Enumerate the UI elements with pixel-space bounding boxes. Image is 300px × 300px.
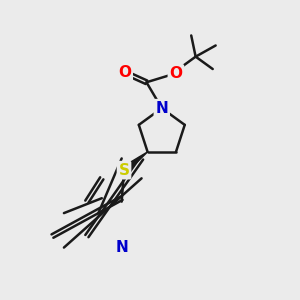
Polygon shape bbox=[122, 152, 148, 173]
Text: O: O bbox=[118, 65, 131, 80]
Text: N: N bbox=[115, 240, 128, 255]
Text: S: S bbox=[118, 163, 130, 178]
Text: N: N bbox=[155, 101, 168, 116]
Text: O: O bbox=[169, 66, 182, 81]
